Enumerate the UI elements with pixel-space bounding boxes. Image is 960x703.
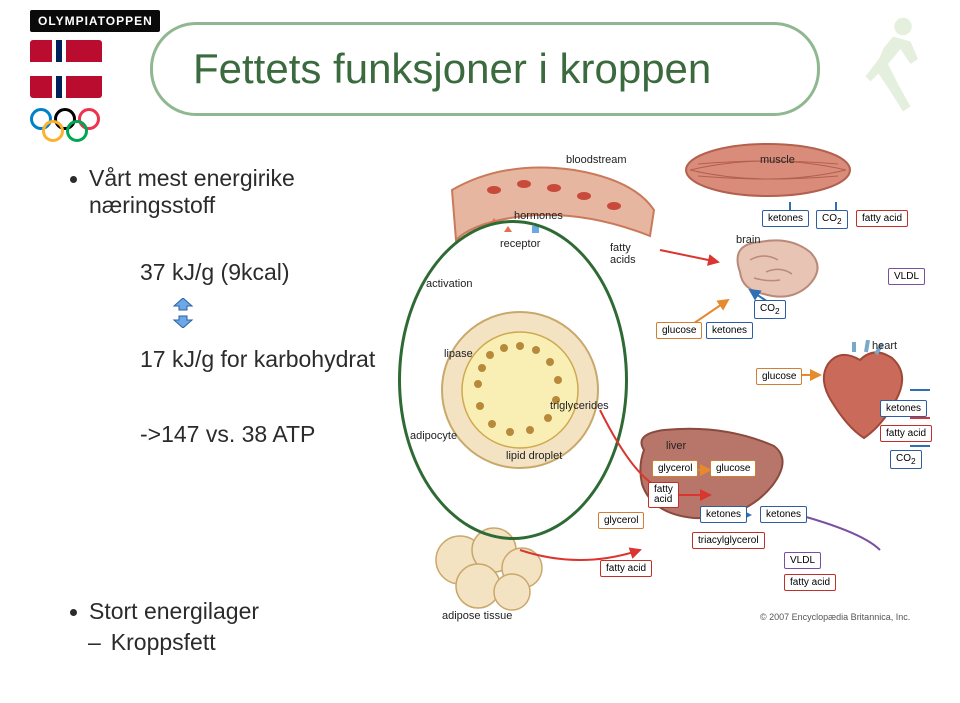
- bullet-dot-icon: [70, 609, 77, 616]
- bullet-1: Vårt mest energirike næringsstoff: [70, 165, 430, 219]
- diagram-copyright: © 2007 Encyclopædia Britannica, Inc.: [760, 612, 910, 622]
- box-ketones-5: ketones: [760, 506, 807, 523]
- box-glucose-2: glucose: [756, 368, 802, 385]
- label-triglycerides: triglycerides: [550, 400, 609, 412]
- bullet-2-sub-text: Kroppsfett: [111, 629, 216, 656]
- brand-text: OLYMPIATOPPEN: [38, 14, 153, 28]
- box-vldl-1: VLDL: [888, 268, 925, 285]
- label-liver: liver: [666, 440, 686, 452]
- brand-header: OLYMPIATOPPEN: [30, 10, 160, 32]
- sub-atp: ->147 vs. 38 ATP: [140, 421, 430, 448]
- label-lipase: lipase: [444, 348, 473, 360]
- box-triacylglycerol: triacylglycerol: [692, 532, 765, 549]
- label-brain: brain: [736, 234, 760, 246]
- box-ketones-4: ketones: [700, 506, 747, 523]
- box-fatty-acid-2: fatty acid: [880, 425, 932, 442]
- metabolic-diagram: bloodstream muscle hormones receptor act…: [460, 150, 940, 630]
- title-box: Fettets funksjoner i kroppen: [150, 22, 820, 116]
- box-ketones-1: ketones: [762, 210, 809, 227]
- label-fatty-acids: fatty acids: [610, 242, 636, 266]
- box-fatty-acid-5: fatty acid: [784, 574, 836, 591]
- box-co2-2: CO2: [754, 300, 786, 319]
- slide: OLYMPIATOPPEN Fettets funksjoner i kropp…: [0, 0, 960, 703]
- olympic-rings-icon: [30, 108, 110, 144]
- label-lipid-droplet: lipid droplet: [506, 450, 562, 462]
- double-arrow-icon: [160, 298, 430, 334]
- dash-icon: –: [88, 629, 101, 656]
- box-fatty-acid-4: fatty acid: [600, 560, 652, 577]
- box-ketones-2: ketones: [706, 322, 753, 339]
- label-adipose-tissue: adipose tissue: [442, 610, 512, 622]
- bullet-dot-icon: [70, 176, 77, 183]
- label-muscle: muscle: [760, 154, 795, 166]
- norway-flag-icon: [30, 40, 102, 98]
- sub-energy: 37 kJ/g (9kcal): [140, 259, 430, 286]
- box-glucose-1: glucose: [656, 322, 702, 339]
- box-fatty-acid-3: fatty acid: [648, 482, 679, 508]
- sub-carb: 17 kJ/g for karbohydrat: [140, 346, 430, 373]
- box-glycerol-2: glycerol: [598, 512, 644, 529]
- label-adipocyte: adipocyte: [410, 430, 457, 442]
- box-ketones-3: ketones: [880, 400, 927, 417]
- box-co2-3: CO2: [890, 450, 922, 469]
- label-activation: activation: [426, 278, 472, 290]
- bullet-2-sub: – Kroppsfett: [88, 629, 430, 656]
- bullet-2-text: Stort energilager: [89, 598, 259, 625]
- logo: [30, 40, 110, 140]
- content-area: Vårt mest energirike næringsstoff 37 kJ/…: [70, 165, 430, 656]
- box-glucose-3: glucose: [710, 460, 756, 477]
- label-receptor: receptor: [500, 238, 540, 250]
- box-vldl-2: VLDL: [784, 552, 821, 569]
- label-bloodstream: bloodstream: [566, 154, 627, 166]
- bullet-1-line2: næringsstoff: [89, 192, 295, 219]
- bullet-1-line1: Vårt mest energirike: [89, 165, 295, 192]
- box-glycerol-1: glycerol: [652, 460, 698, 477]
- box-fatty-acid-1: fatty acid: [856, 210, 908, 227]
- label-heart: heart: [872, 340, 897, 352]
- label-hormones: hormones: [514, 210, 563, 222]
- runner-icon: [854, 14, 932, 114]
- box-co2-1: CO2: [816, 210, 848, 229]
- slide-title: Fettets funksjoner i kroppen: [193, 45, 711, 93]
- bullet-2: Stort energilager: [70, 598, 430, 625]
